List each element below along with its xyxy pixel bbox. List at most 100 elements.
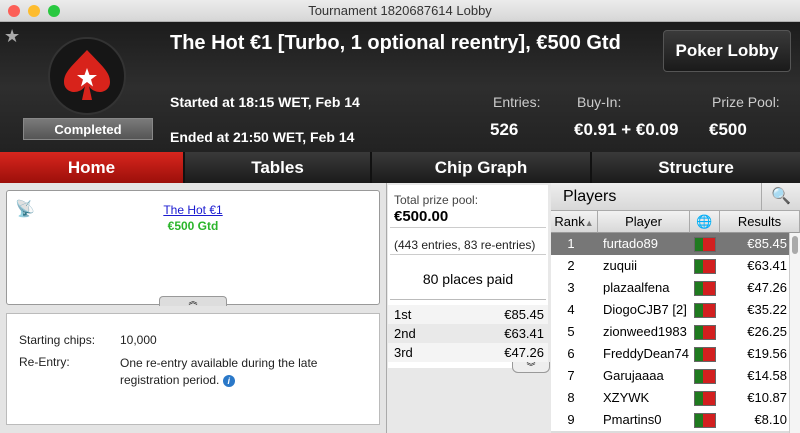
buyin-value: €0.91 + €0.09 xyxy=(574,120,679,139)
player-rank: 8 xyxy=(567,390,575,405)
portugal-flag-icon xyxy=(694,281,716,296)
start-time: Started at 18:15 WET, Feb 14 xyxy=(170,94,360,110)
player-row[interactable]: 9 Pmartins0 €8.10 xyxy=(551,409,789,431)
globe-icon[interactable]: 🌐 xyxy=(690,211,720,233)
player-result: €47.26 xyxy=(747,280,787,295)
sort-ascending-icon: ▲ xyxy=(584,218,594,228)
starting-chips-label: Starting chips: xyxy=(19,333,96,347)
player-name: DiogoCJB7 [2] xyxy=(603,302,687,317)
places-paid: 80 places paid xyxy=(422,271,514,287)
reentry-label: Re-Entry: xyxy=(19,355,70,369)
buyin-label: Buy-In: xyxy=(577,94,622,110)
title-bar: Tournament 1820687614 Lobby xyxy=(0,0,800,22)
column-header-results[interactable]: Results xyxy=(720,211,800,233)
player-name: furtado89 xyxy=(603,236,658,251)
player-result: €10.87 xyxy=(747,390,787,405)
tab-bar: Home Tables Chip Graph Structure xyxy=(0,152,800,183)
player-name: zionweed1983 xyxy=(603,324,687,339)
player-rank: 7 xyxy=(567,368,575,383)
player-result: €8.10 xyxy=(754,412,787,427)
prize-box: Total prize pool: €500.00 (443 entries, … xyxy=(388,185,548,368)
tournament-info-box: 📡 The Hot €1 €500 Gtd ︽ xyxy=(6,190,380,306)
player-name: Pmartins0 xyxy=(603,412,662,427)
player-name: XZYWK xyxy=(603,390,650,405)
player-row[interactable]: 4 DiogoCJB7 [2] €35.22 xyxy=(551,299,789,321)
total-prize-value: €500.00 xyxy=(394,208,449,225)
info-icon[interactable]: i xyxy=(222,375,235,387)
guarantee-text: €500 Gtd xyxy=(167,219,219,233)
prize-row: 2nd €63.41 xyxy=(388,324,548,343)
broadcast-antenna-icon: 📡 xyxy=(15,201,35,218)
portugal-flag-icon xyxy=(694,303,716,318)
player-row[interactable]: 6 FreddyDean74 €19.56 xyxy=(551,343,789,365)
players-scrollbar[interactable] xyxy=(789,233,800,433)
total-prize-label: Total prize pool: xyxy=(394,193,479,207)
prize-pool-label: Prize Pool: xyxy=(712,94,780,110)
player-rank: 4 xyxy=(567,302,575,317)
search-player-icon[interactable]: 🔍 xyxy=(761,183,800,211)
expand-prizes-chevron-icon[interactable]: ︾ xyxy=(512,362,550,373)
player-rank: 2 xyxy=(567,258,575,273)
entries-value: 526 xyxy=(490,120,519,139)
column-header-rank[interactable]: Rank▲ xyxy=(551,211,598,233)
entries-note: (443 entries, 83 re-entries) xyxy=(394,238,536,252)
window-title: Tournament 1820687614 Lobby xyxy=(308,3,492,18)
prize-pool-value: €500 xyxy=(709,120,747,139)
player-result: €63.41 xyxy=(747,258,787,273)
player-row[interactable]: 7 Garujaaaa €14.58 xyxy=(551,365,789,387)
player-result: €85.45 xyxy=(747,236,787,251)
player-row[interactable]: 8 XZYWK €10.87 xyxy=(551,387,789,409)
player-rank: 5 xyxy=(567,324,575,339)
players-header: Players 🔍 xyxy=(551,183,800,211)
portugal-flag-icon xyxy=(694,237,716,252)
player-name: FreddyDean74 xyxy=(603,346,689,361)
close-window-button[interactable] xyxy=(8,5,20,17)
scrollbar-thumb[interactable] xyxy=(792,236,798,254)
players-title: Players xyxy=(563,188,617,205)
tournament-name-link[interactable]: The Hot €1 xyxy=(163,203,223,217)
tab-home[interactable]: Home xyxy=(0,152,183,183)
player-rank: 9 xyxy=(567,412,575,427)
status-badge: Completed xyxy=(23,118,153,140)
player-row[interactable]: 5 zionweed1983 €26.25 xyxy=(551,321,789,343)
prize-row: 1st €85.45 xyxy=(388,305,548,324)
player-rank: 6 xyxy=(567,346,575,361)
reentry-value: One re-entry available during the late r… xyxy=(120,356,318,387)
tournament-title: The Hot €1 [Turbo, 1 optional reentry], … xyxy=(170,32,621,54)
portugal-flag-icon xyxy=(694,391,716,406)
entries-label: Entries: xyxy=(493,94,541,110)
favorite-star-icon[interactable]: ★ xyxy=(4,26,21,46)
home-left-area: 📡 The Hot €1 €500 Gtd ︽ Starting chips: … xyxy=(0,183,386,433)
player-result: €26.25 xyxy=(747,324,787,339)
player-result: €35.22 xyxy=(747,302,787,317)
tab-tables[interactable]: Tables xyxy=(185,152,370,183)
player-row[interactable]: 3 plazaalfena €47.26 xyxy=(551,277,789,299)
portugal-flag-icon xyxy=(694,369,716,384)
expand-chevron-icon[interactable]: ︽ xyxy=(159,296,227,306)
player-rank: 3 xyxy=(567,280,575,295)
player-row[interactable]: 1 furtado89 €85.45 xyxy=(551,233,789,255)
tournament-details: Starting chips: 10,000 Re-Entry: One re-… xyxy=(6,313,380,425)
player-name: zuquii xyxy=(603,258,637,273)
poker-lobby-button[interactable]: Poker Lobby xyxy=(663,30,791,72)
pokerstars-spade-logo xyxy=(48,37,126,115)
portugal-flag-icon xyxy=(694,259,716,274)
prize-row: 3rd €47.26 xyxy=(388,343,548,362)
player-result: €14.58 xyxy=(747,368,787,383)
tab-chip-graph[interactable]: Chip Graph xyxy=(372,152,590,183)
player-row[interactable]: 2 zuquii €63.41 xyxy=(551,255,789,277)
starting-chips-value: 10,000 xyxy=(120,333,157,347)
prize-panel: Total prize pool: €500.00 (443 entries, … xyxy=(386,183,551,433)
portugal-flag-icon xyxy=(694,413,716,428)
tab-structure[interactable]: Structure xyxy=(592,152,800,183)
player-name: Garujaaaa xyxy=(603,368,664,383)
player-result: €19.56 xyxy=(747,346,787,361)
column-header-player[interactable]: Player xyxy=(598,211,690,233)
portugal-flag-icon xyxy=(694,325,716,340)
zoom-window-button[interactable] xyxy=(48,5,60,17)
player-name: plazaalfena xyxy=(603,280,670,295)
minimize-window-button[interactable] xyxy=(28,5,40,17)
player-rank: 1 xyxy=(567,236,575,251)
end-time: Ended at 21:50 WET, Feb 14 xyxy=(170,129,355,145)
portugal-flag-icon xyxy=(694,347,716,362)
